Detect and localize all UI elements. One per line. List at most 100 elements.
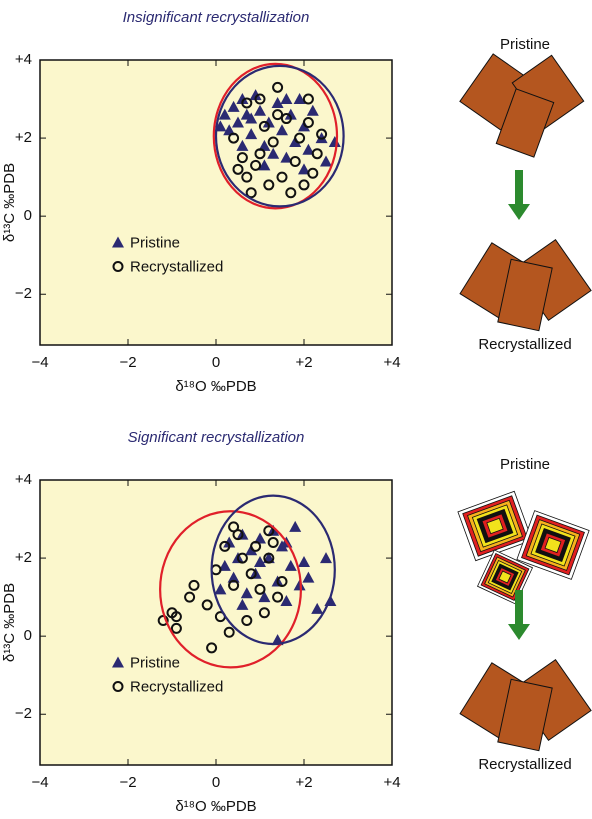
- circle-point: [232, 163, 244, 175]
- x-tick-label: −2: [119, 774, 136, 791]
- diagram: [459, 53, 592, 332]
- crystal: [497, 678, 553, 752]
- circle-point: [307, 167, 319, 179]
- triangle-point: [271, 96, 284, 108]
- triangle-point: [298, 120, 310, 132]
- triangle-point: [280, 151, 293, 163]
- triangle-point: [218, 108, 231, 120]
- crystal-body: [497, 678, 553, 752]
- triangle-point: [236, 93, 249, 105]
- crystal: [476, 549, 534, 605]
- circle-point: [263, 552, 275, 564]
- circle-point: [245, 568, 257, 580]
- x-axis-label: δ¹⁸O ‰PDB: [175, 378, 256, 395]
- triangle-point: [306, 104, 319, 116]
- arrow-shaft: [515, 590, 523, 626]
- ellipse: [210, 494, 336, 646]
- circle-point: [241, 97, 253, 109]
- x-tick-label: −4: [31, 774, 48, 791]
- arrow-head: [508, 624, 530, 640]
- triangle-point: [258, 591, 271, 603]
- circle-point: [228, 579, 240, 591]
- circle-point: [254, 93, 266, 105]
- circle-point: [112, 261, 124, 272]
- circle-point: [228, 521, 240, 533]
- triangle-point: [280, 93, 293, 105]
- triangle-point: [112, 236, 124, 248]
- y-tick-label: +2: [15, 129, 32, 146]
- triangle-point: [328, 135, 341, 147]
- circle-point: [267, 536, 279, 548]
- y-tick-label: +4: [15, 471, 32, 488]
- circle-point: [263, 179, 275, 191]
- circle-point: [258, 120, 270, 132]
- arrow-shaft: [515, 170, 523, 206]
- circle-point: [236, 152, 248, 164]
- circle-point: [263, 525, 275, 537]
- triangle-point: [289, 520, 302, 532]
- triangle-point: [258, 159, 271, 171]
- triangle-point: [254, 532, 266, 544]
- circle-point: [272, 81, 284, 93]
- triangle-point: [284, 108, 297, 120]
- diagram-label: Recrystallized: [478, 336, 571, 353]
- crystal-body: [497, 258, 553, 332]
- chart-title: Insignificant recrystallization: [123, 9, 310, 26]
- y-axis-label: δ¹³C ‰PDB: [1, 163, 18, 242]
- triangle-point: [236, 598, 249, 610]
- plot-area: [39, 479, 393, 766]
- crystal: [495, 88, 555, 158]
- triangle-point: [214, 583, 227, 595]
- circle-point: [258, 607, 270, 619]
- x-tick-label: +4: [383, 354, 400, 371]
- triangle-point: [258, 139, 271, 151]
- triangle-point: [112, 656, 124, 668]
- diagram-label: Recrystallized: [478, 756, 571, 773]
- triangle-point: [240, 587, 253, 599]
- circle-point: [276, 171, 288, 183]
- x-tick-label: 0: [212, 354, 220, 371]
- circle-point: [219, 540, 231, 552]
- circle-point: [316, 128, 328, 140]
- triangle-point: [245, 544, 258, 556]
- circle-point: [188, 579, 200, 591]
- x-tick-label: 0: [212, 774, 220, 791]
- triangle-point: [254, 104, 266, 116]
- y-tick-label: +2: [15, 549, 32, 566]
- legend-label: Pristine: [130, 234, 180, 251]
- diagram: [457, 490, 592, 752]
- circle-point: [228, 132, 240, 144]
- circle-point: [241, 615, 253, 627]
- circle-point: [272, 109, 284, 121]
- circle-point: [276, 576, 288, 588]
- triangle-point: [293, 579, 306, 591]
- triangle-point: [267, 147, 280, 159]
- circle-point: [112, 681, 124, 692]
- triangle-point: [315, 132, 328, 144]
- circle-point: [254, 583, 266, 595]
- triangle-point: [280, 595, 293, 607]
- triangle-point: [249, 89, 262, 101]
- chart-title: Significant recrystallization: [128, 429, 305, 446]
- plot-area: [39, 59, 393, 346]
- y-tick-label: +4: [15, 51, 32, 68]
- diagram-label: Pristine: [500, 456, 550, 473]
- circle-point: [241, 171, 253, 183]
- circle-point: [289, 156, 301, 168]
- circle-point: [232, 529, 244, 541]
- diagram-label: Pristine: [500, 36, 550, 53]
- crystal-body: [495, 88, 555, 158]
- circle-point: [223, 626, 235, 638]
- circle-point: [201, 599, 213, 611]
- crystal: [516, 510, 590, 580]
- crystal: [497, 258, 553, 332]
- triangle-point: [276, 124, 288, 136]
- triangle-point: [227, 100, 240, 112]
- x-tick-label: +2: [295, 354, 312, 371]
- triangle-point: [245, 128, 258, 140]
- circle-point: [302, 116, 314, 128]
- circle-point: [294, 132, 306, 144]
- triangle-point: [262, 116, 275, 128]
- circle-point: [245, 187, 257, 199]
